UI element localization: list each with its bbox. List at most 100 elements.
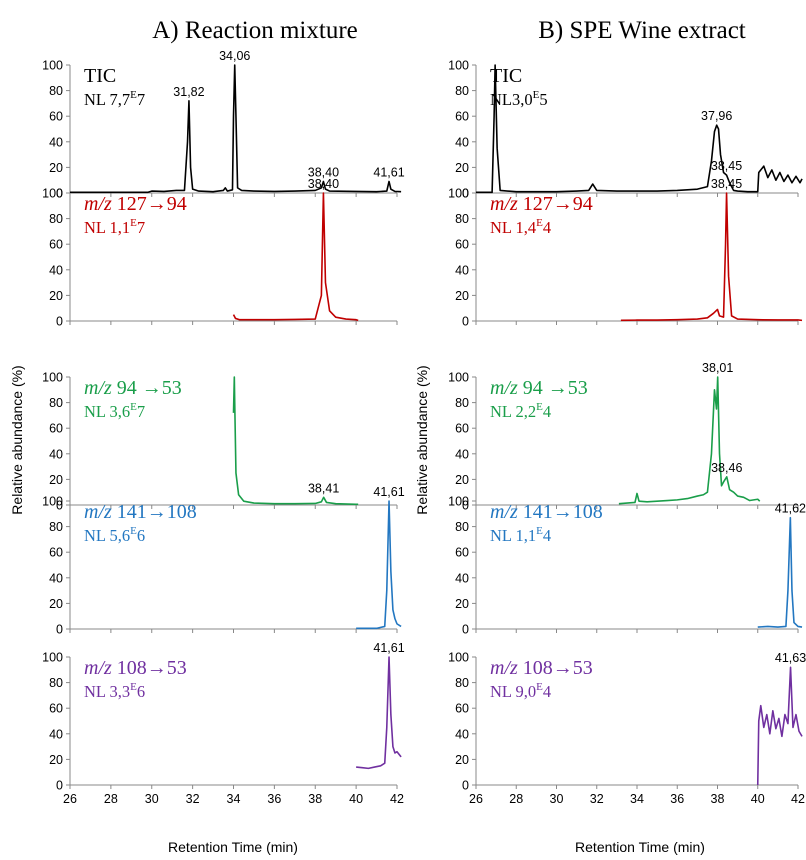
trace-label-line1: m/z 108→53 [84, 657, 187, 679]
y-tick-label: 100 [42, 187, 63, 201]
y-tick-label: 100 [42, 371, 63, 385]
x-tick-label: 40 [349, 792, 363, 806]
y-tick-label: 20 [49, 473, 63, 487]
y-tick-label: 80 [455, 212, 469, 226]
trace-5: 0 20 40 60 80 100 26 28 30 32 34 36 38 40 42 41,63 m/z 1… [448, 651, 806, 807]
y-tick-label: 20 [49, 289, 63, 303]
x-tick-label: 38 [711, 792, 725, 806]
y-tick-label: 80 [49, 676, 63, 690]
x-tick-label: 34 [227, 792, 241, 806]
trace-label-nl: NL 3,3 [84, 682, 130, 701]
x-tick-label: 26 [63, 792, 77, 806]
y-tick-label: 20 [49, 597, 63, 611]
trace-label-mz: m/z [84, 377, 112, 399]
y-axis-label-right: Relative abundance (%) [414, 365, 430, 514]
y-tick-label: 100 [448, 495, 469, 509]
trace-label-transition: 108→53 [112, 657, 187, 679]
trace-label-transition: 141→108 [518, 501, 603, 523]
y-tick-label: 0 [462, 779, 469, 793]
peak-label: 38,45 [711, 177, 742, 191]
x-tick-label: 26 [469, 792, 483, 806]
trace-5: 0 20 40 60 80 100 26 28 30 32 34 36 38 40 42 41,61 m/z 1… [42, 641, 405, 806]
trace-label-line1: TIC [490, 65, 522, 87]
series-line [620, 192, 803, 322]
x-tick-label: 32 [590, 792, 604, 806]
trace-label-line2: NL 3,3E6 [84, 681, 145, 701]
y-tick-label: 80 [49, 84, 63, 98]
y-tick-label: 0 [56, 623, 63, 637]
trace-label-mz: m/z [84, 657, 112, 679]
peak-label: 34,06 [219, 49, 250, 63]
y-tick-label: 40 [49, 135, 63, 149]
trace-label-sup: E [130, 89, 137, 101]
y-tick-label: 80 [455, 396, 469, 410]
trace-label-line2: NL 2,2E4 [490, 401, 551, 421]
y-tick-label: 0 [56, 315, 63, 329]
trace-label-sup: E [130, 217, 137, 229]
trace-label-sup: E [130, 401, 137, 413]
trace-label-sup: E [130, 525, 137, 537]
panel-a-title: A) Reaction mixture [152, 17, 358, 44]
x-axis-label-left: Retention Time (min) [168, 839, 298, 855]
peak-label: 41,61 [373, 485, 404, 499]
trace-label-line1: m/z 141→108 [84, 501, 197, 523]
trace-label-line2: NL 1,1E7 [84, 217, 145, 237]
trace-label-sup: E [536, 401, 543, 413]
y-tick-label: 0 [462, 315, 469, 329]
y-tick-label: 80 [455, 676, 469, 690]
y-tick-label: 80 [49, 212, 63, 226]
trace-label-mz: m/z [490, 377, 518, 399]
trace-label-transition: 94 →53 [518, 377, 588, 399]
trace-label-exp: 4 [543, 402, 551, 421]
y-tick-label: 100 [448, 651, 469, 665]
trace-label-nl: NL 5,6 [84, 526, 130, 545]
trace-label-nl: NL 1,4 [490, 218, 536, 237]
y-tick-label: 40 [455, 447, 469, 461]
y-tick-label: 100 [448, 59, 469, 73]
y-tick-label: 0 [56, 499, 63, 513]
y-tick-label: 40 [49, 571, 63, 585]
y-tick-label: 60 [49, 110, 63, 124]
trace-label-exp: 7 [137, 402, 145, 421]
y-axis-label-left: Relative abundance (%) [9, 365, 25, 514]
series-line [70, 64, 402, 194]
y-tick-label: 0 [56, 779, 63, 793]
peak-label: 38,40 [308, 165, 339, 179]
peak-label: 38,40 [308, 177, 339, 191]
peak-label: 41,63 [775, 651, 806, 665]
trace-label-nl: NL 9,0 [490, 682, 536, 701]
peak-label: 37,96 [701, 109, 732, 123]
panel-b-title: B) SPE Wine extract [538, 17, 746, 44]
y-tick-label: 0 [462, 499, 469, 513]
series-line [232, 376, 359, 506]
y-tick-label: 60 [455, 546, 469, 560]
y-tick-label: 0 [462, 623, 469, 637]
trace-label-transition: 127→94 [112, 193, 187, 215]
y-tick-label: 20 [455, 473, 469, 487]
trace-label-line2: NL 1,4E4 [490, 217, 551, 237]
y-tick-label: 100 [42, 495, 63, 509]
y-tick-label: 40 [455, 571, 469, 585]
y-tick-label: 60 [49, 702, 63, 716]
trace-label-nl: NL 3,6 [84, 402, 130, 421]
peak-label: 38,46 [711, 461, 742, 475]
trace-label-mz: m/z [84, 193, 112, 215]
trace-label-exp: 5 [539, 90, 547, 109]
y-tick-label: 40 [49, 727, 63, 741]
trace-label-transition: 108→53 [518, 657, 593, 679]
trace-label-exp: 4 [543, 682, 551, 701]
trace-label-nl: NL 2,2 [490, 402, 536, 421]
panel-b: 02040608010037,9638,45TICNL3,0E502040608… [448, 59, 806, 807]
series-line [356, 500, 402, 630]
y-tick-label: 60 [455, 702, 469, 716]
peak-label: 41,61 [373, 165, 404, 179]
